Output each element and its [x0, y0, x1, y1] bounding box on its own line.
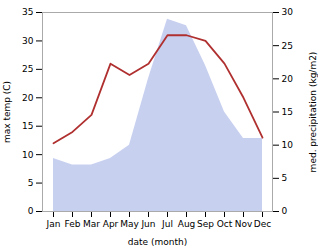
- svg-text:Apr: Apr: [103, 219, 119, 229]
- svg-text:25: 25: [282, 41, 293, 51]
- svg-text:Oct: Oct: [217, 219, 233, 229]
- svg-text:Feb: Feb: [65, 219, 81, 229]
- svg-text:Jan: Jan: [46, 219, 61, 229]
- svg-text:20: 20: [282, 74, 294, 84]
- svg-text:15: 15: [282, 107, 293, 117]
- svg-text:Aug: Aug: [178, 219, 196, 229]
- svg-text:Mar: Mar: [83, 219, 100, 229]
- svg-text:25: 25: [22, 64, 33, 74]
- svg-text:date (month): date (month): [128, 237, 187, 247]
- svg-text:Jun: Jun: [140, 219, 155, 229]
- svg-text:10: 10: [22, 150, 34, 160]
- svg-text:30: 30: [282, 7, 294, 17]
- svg-text:20: 20: [22, 93, 34, 103]
- svg-text:Jul: Jul: [161, 219, 173, 229]
- svg-text:35: 35: [22, 7, 33, 17]
- svg-text:30: 30: [22, 36, 34, 46]
- svg-text:15: 15: [22, 121, 33, 131]
- svg-text:Dec: Dec: [254, 219, 271, 229]
- svg-text:0: 0: [282, 206, 288, 216]
- svg-text:5: 5: [282, 173, 288, 183]
- svg-text:May: May: [120, 219, 139, 229]
- svg-text:Nov: Nov: [235, 219, 253, 229]
- svg-text:10: 10: [282, 140, 294, 150]
- svg-text:max temp (C): max temp (C): [2, 81, 12, 143]
- svg-text:Sep: Sep: [197, 219, 214, 229]
- svg-text:5: 5: [28, 178, 34, 188]
- svg-text:0: 0: [28, 206, 34, 216]
- svg-text:med. precipitation (kg/m2): med. precipitation (kg/m2): [308, 52, 318, 173]
